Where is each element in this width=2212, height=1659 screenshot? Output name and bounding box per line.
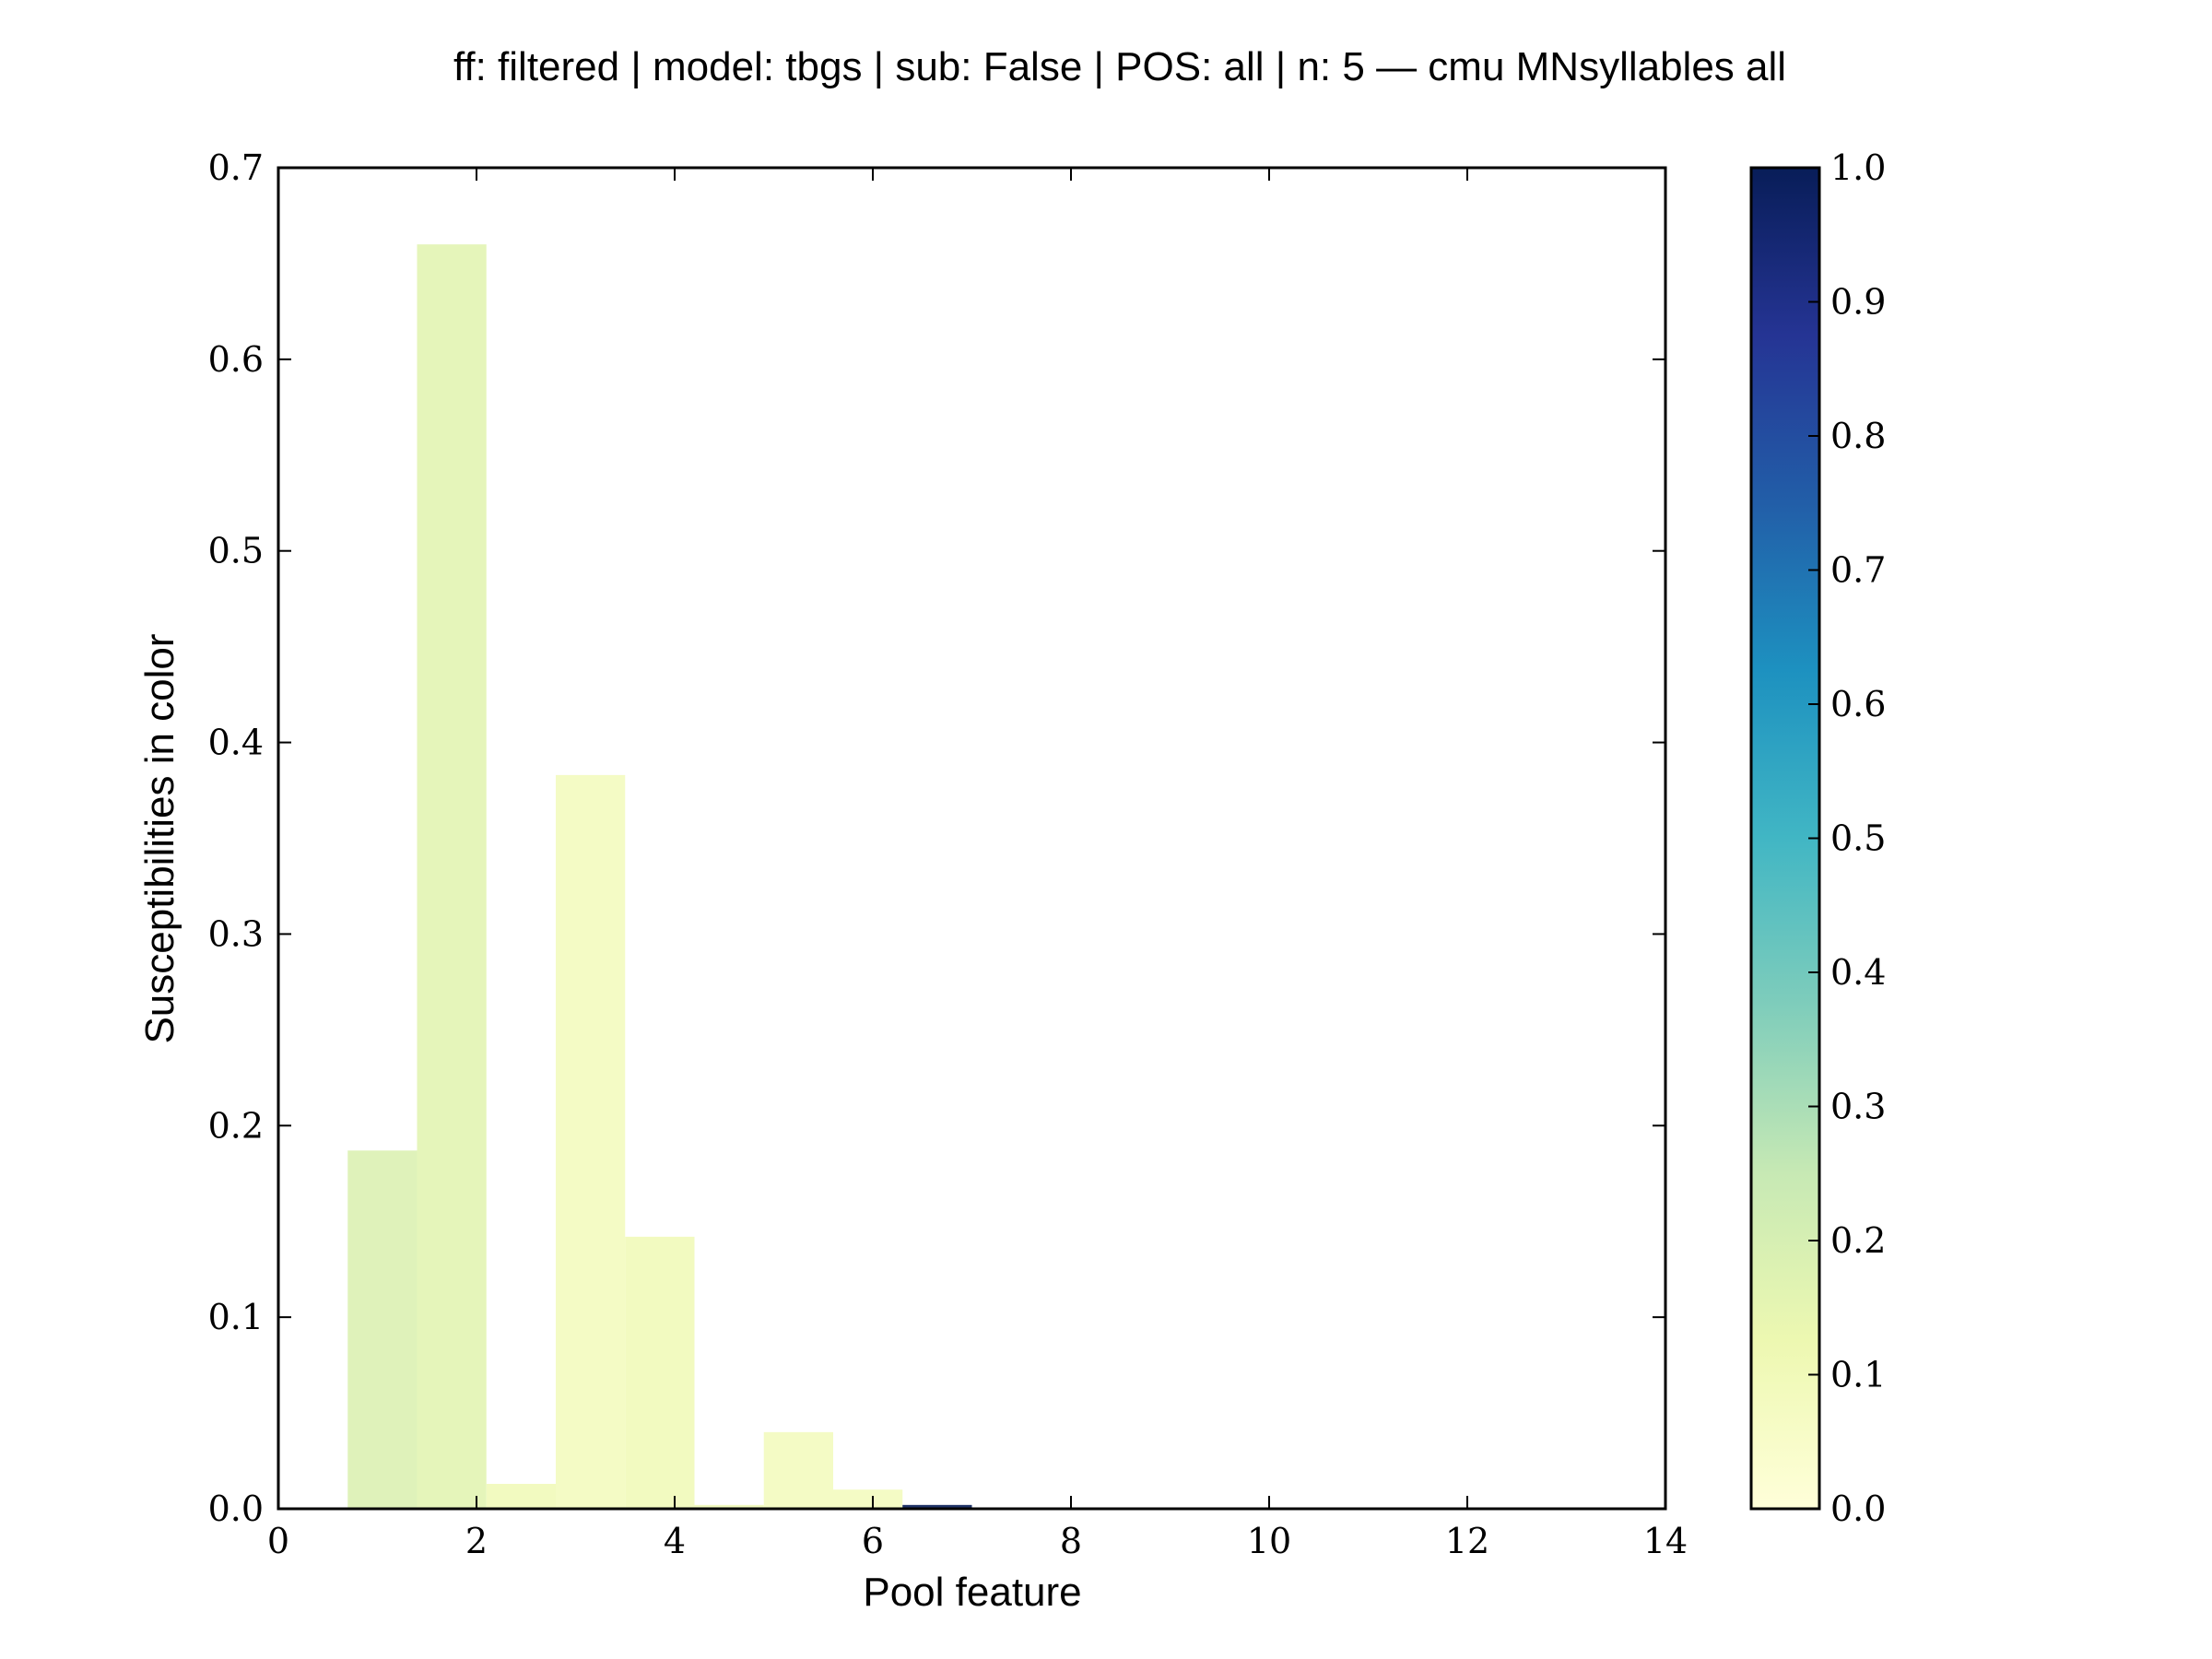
- bar-3: [486, 1483, 556, 1509]
- y-tick-label: 0.7: [208, 147, 264, 188]
- x-tick-label: 10: [1247, 1521, 1291, 1561]
- colorbar-tick-label: 0.2: [1830, 1220, 1886, 1261]
- y-tick-label: 0.0: [208, 1488, 264, 1529]
- bar-6: [694, 1504, 764, 1509]
- x-tick-label: 0: [267, 1521, 289, 1561]
- bar-4: [556, 774, 626, 1509]
- y-tick-label: 0.4: [208, 723, 264, 763]
- axis-ticks: 0 2 4 6 8 10 12 14 0.0 0.1 0.2 0.3 0.4 0.5 0.6 0.7: [208, 147, 1688, 1561]
- bar-8: [833, 1489, 903, 1509]
- bar-7: [763, 1431, 833, 1509]
- bar-1: [347, 1150, 418, 1509]
- colorbar-tick-label: 0.8: [1830, 416, 1886, 456]
- x-tick-label: 4: [664, 1521, 686, 1561]
- colorbar-tick-label: 0.6: [1830, 684, 1886, 724]
- y-tick-label: 0.3: [208, 913, 264, 954]
- colorbar-tick-label: 0.7: [1830, 550, 1886, 591]
- colorbar-ticks: 0.0 0.1 0.2 0.3 0.4 0.5 0.6 0.7 0.8 0.9 1.0: [1808, 147, 1886, 1529]
- x-tick-label: 12: [1445, 1521, 1489, 1561]
- x-tick-label: 14: [1643, 1521, 1688, 1561]
- y-axis-label: Susceptibilities in color: [137, 633, 182, 1043]
- plot-frame: [276, 166, 1667, 1511]
- y-tick-label: 0.5: [208, 531, 264, 571]
- chart-title: ff: filtered | model: tbgs | sub: False …: [453, 44, 1786, 89]
- x-tick-label: 6: [862, 1521, 884, 1561]
- colorbar-gradient: [1751, 168, 1819, 1509]
- x-tick-label: 2: [465, 1521, 488, 1561]
- colorbar-tick-label: 0.3: [1830, 1087, 1886, 1127]
- x-axis-label: Pool feature: [863, 1570, 1081, 1615]
- y-tick-label: 0.6: [208, 339, 264, 380]
- x-tick-label: 8: [1060, 1521, 1082, 1561]
- colorbar-tick-label: 0.9: [1830, 282, 1886, 323]
- colorbar-tick-label: 0.0: [1830, 1488, 1886, 1529]
- colorbar-tick-label: 0.4: [1830, 952, 1886, 993]
- bar-5: [625, 1236, 695, 1509]
- bar-9: [902, 1504, 972, 1509]
- bars-layer: [347, 244, 972, 1510]
- colorbar-tick-label: 0.1: [1830, 1355, 1886, 1395]
- bar-2: [417, 244, 487, 1510]
- colorbar-tick-label: 0.5: [1830, 818, 1886, 859]
- colorbar-tick-label: 1.0: [1830, 147, 1886, 188]
- y-tick-label: 0.2: [208, 1105, 264, 1146]
- y-tick-label: 0.1: [208, 1297, 264, 1337]
